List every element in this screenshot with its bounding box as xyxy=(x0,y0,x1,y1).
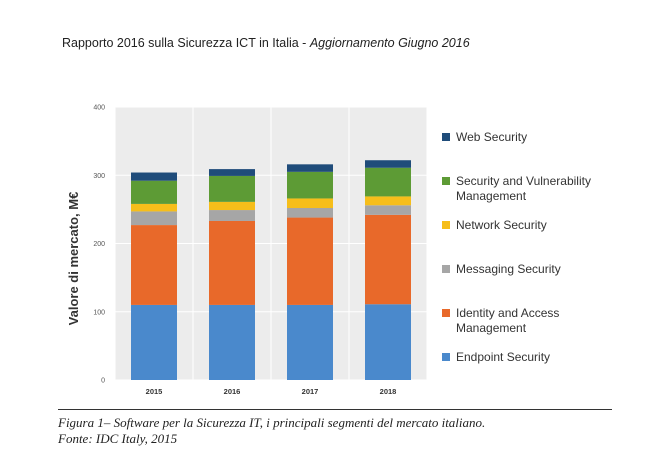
legend-item: Endpoint Security xyxy=(442,350,550,365)
legend-label: Messaging Security xyxy=(456,262,561,276)
legend-swatch xyxy=(442,133,450,141)
y-tick-label: 100 xyxy=(93,309,105,316)
bar-segment xyxy=(365,304,411,380)
bar-segment xyxy=(209,304,255,380)
bar-segment xyxy=(287,198,333,209)
bar-segment xyxy=(131,225,177,305)
x-tick-label: 2017 xyxy=(302,387,319,396)
legend-item: Security and Vulnerability Management xyxy=(442,174,631,204)
bar-segment xyxy=(131,203,177,212)
y-tick-label: 0 xyxy=(101,378,105,385)
legend-swatch xyxy=(442,221,450,229)
bar-segment xyxy=(365,196,411,206)
legend-item: Messaging Security xyxy=(442,262,561,277)
caption-line-1: Figura 1– Software per la Sicurezza IT, … xyxy=(58,415,486,430)
y-tick-label: 400 xyxy=(93,105,105,112)
x-tick-label: 2016 xyxy=(224,387,241,396)
report-subtitle: Aggiornamento Giugno 2016 xyxy=(309,36,470,50)
bar-segment xyxy=(209,169,255,176)
bar-segment xyxy=(287,217,333,305)
y-tick-label: 300 xyxy=(93,173,105,180)
legend-label: Web Security xyxy=(456,130,528,144)
stacked-bar-chart: 0 100 200 300 400 2015 2016 2017 2018 Valore di… xyxy=(66,105,428,396)
legend-label: Identity and Access Management xyxy=(456,306,560,335)
bar-segment xyxy=(131,304,177,380)
legend-label: Endpoint Security xyxy=(456,350,551,364)
caption-divider xyxy=(58,409,612,410)
bar-segment xyxy=(131,211,177,226)
x-tick-label: 2018 xyxy=(380,387,397,396)
caption-source: Fonte: IDC Italy, 2015 xyxy=(58,431,178,446)
bar-segment xyxy=(209,201,255,211)
bar-segment xyxy=(365,167,411,197)
bar-segment xyxy=(365,205,411,215)
bar-segment xyxy=(287,208,333,218)
page-title: Rapporto 2016 sulla Sicurezza ICT in Ita… xyxy=(62,36,470,50)
bar-segment xyxy=(209,210,255,221)
bar-segment xyxy=(131,172,177,181)
legend-item: Web Security xyxy=(442,130,527,145)
bar-segment xyxy=(287,164,333,172)
x-tick-label: 2015 xyxy=(146,387,163,396)
bar-segment xyxy=(365,214,411,305)
bar-segment xyxy=(365,160,411,168)
bar-segment xyxy=(287,304,333,380)
legend-label: Security and Vulnerability Management xyxy=(456,174,591,203)
y-tick-label: 200 xyxy=(93,241,105,248)
bar-segment xyxy=(287,171,333,199)
legend-swatch xyxy=(442,353,450,361)
legend-label: Network Security xyxy=(456,218,547,232)
bar-segment xyxy=(131,180,177,204)
legend-swatch xyxy=(442,177,450,185)
bar-segment xyxy=(209,175,255,202)
legend-swatch xyxy=(442,309,450,317)
legend-item: Identity and Access Management xyxy=(442,306,631,336)
report-title: Rapporto 2016 sulla Sicurezza ICT in Ita… xyxy=(62,36,310,50)
figure-caption: Figura 1– Software per la Sicurezza IT, … xyxy=(58,415,485,447)
legend-swatch xyxy=(442,265,450,273)
bar-segment xyxy=(209,220,255,305)
legend-item: Network Security xyxy=(442,218,547,233)
y-axis-label: Valore di mercato, M€ xyxy=(66,192,81,326)
